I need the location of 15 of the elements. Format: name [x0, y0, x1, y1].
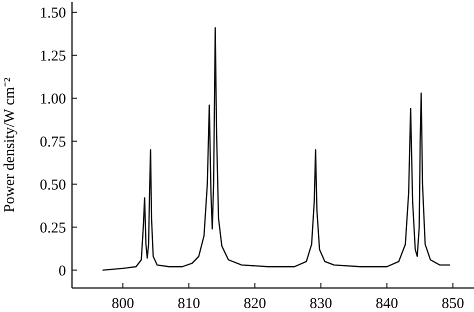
y-tick-label: 0 [58, 263, 66, 280]
y-tick-label: 1.50 [40, 6, 66, 22]
line-series [102, 27, 450, 271]
y-axis-title: Power density/W cm⁻² [2, 76, 18, 213]
x-tick-label: 830 [310, 296, 332, 312]
x-tick-label: 800 [112, 296, 134, 312]
y-tick-label: 0.50 [40, 177, 66, 194]
x-tick-label: 820 [244, 296, 266, 312]
y-tick-label: 0.25 [40, 220, 66, 236]
x-tick-label: 810 [178, 296, 200, 312]
y-tick-label: 1.00 [40, 92, 66, 108]
x-tick-label: 850 [442, 296, 464, 312]
y-tick-label: 0.75 [40, 134, 66, 150]
y-tick-label: 1.25 [40, 48, 66, 65]
x-tick-label: 840 [376, 296, 398, 312]
